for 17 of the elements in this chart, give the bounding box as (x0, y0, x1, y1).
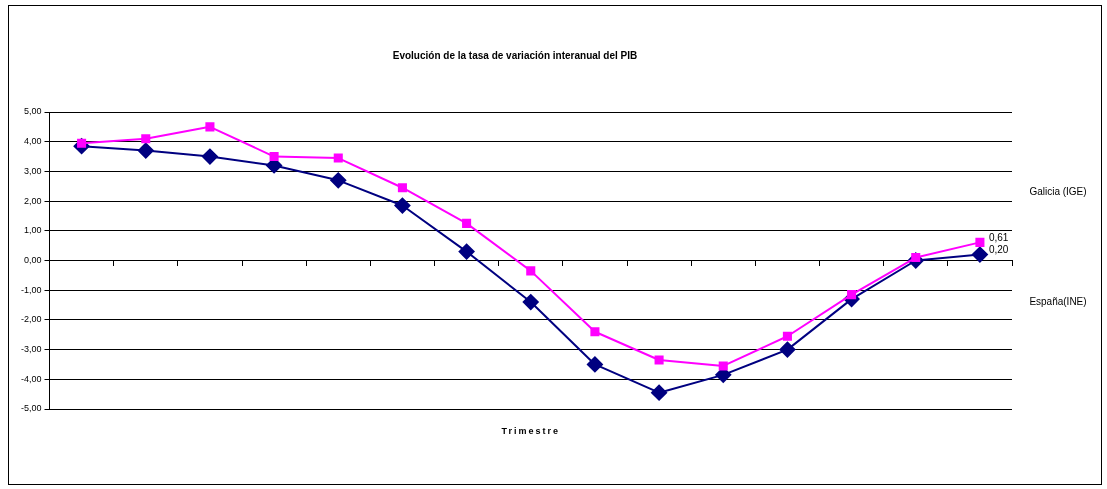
y-tick-label: 3,00 (23, 165, 42, 176)
y-tick-label: 2,00 (23, 195, 42, 206)
text: España(INE) (1029, 295, 1087, 307)
chart-title: Evolución de la tasa de variación interanual del PIB (392, 49, 638, 61)
y-tick-label: -4,00 (21, 373, 42, 384)
y-tick-label: -5,00 (21, 403, 42, 414)
y-tick-label: 1,00 (23, 225, 42, 236)
y-tick-label: 4,00 (23, 136, 42, 147)
data-label: 0,61 (988, 232, 1009, 244)
y-tick-label: 0,00 (23, 254, 42, 265)
text: Galicia (IGE) (1029, 185, 1087, 197)
y-tick-label: -3,00 (21, 344, 42, 355)
x-axis-title: Trimestre (500, 426, 561, 436)
data-label: 0,20 (988, 244, 1009, 256)
y-tick-label: 5,00 (23, 106, 42, 117)
y-tick-label: -2,00 (21, 314, 42, 325)
y-tick-label: -1,00 (21, 284, 42, 295)
